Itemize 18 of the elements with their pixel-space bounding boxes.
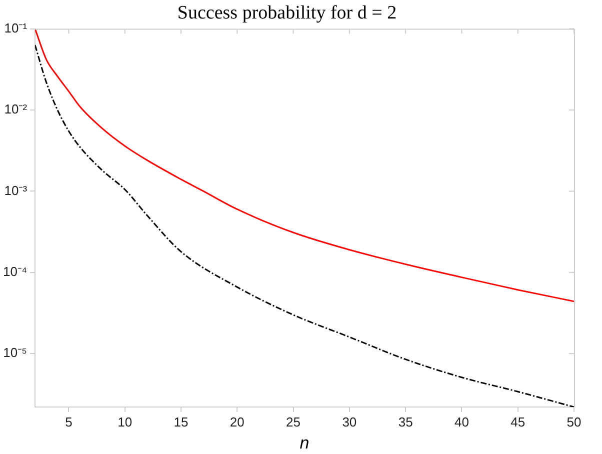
y-tick-label: 10⁻²: [4, 102, 28, 117]
y-tick-label: 10⁻³: [4, 182, 28, 198]
x-tick-label: 15: [174, 414, 188, 430]
x-tick-label: 20: [230, 414, 244, 430]
x-tick-label: 25: [286, 414, 301, 430]
x-tick-label: 50: [566, 414, 582, 430]
x-axis-title: n: [300, 434, 310, 453]
y-tick-label: 10⁻⁵: [3, 345, 28, 360]
x-tick-label: 30: [342, 414, 357, 430]
line-series: [35, 28, 574, 302]
x-tick-label: 10: [118, 414, 132, 430]
y-tick-label: 10⁻¹: [4, 20, 28, 36]
chart-title: Success probability for d = 2: [177, 2, 397, 24]
y-tick-label: 10⁻⁴: [3, 264, 28, 279]
x-tick-label: 40: [454, 414, 469, 430]
x-tick-label: 35: [398, 414, 413, 430]
x-tick-label: 45: [510, 414, 526, 430]
x-tick-label: 5: [65, 414, 72, 430]
